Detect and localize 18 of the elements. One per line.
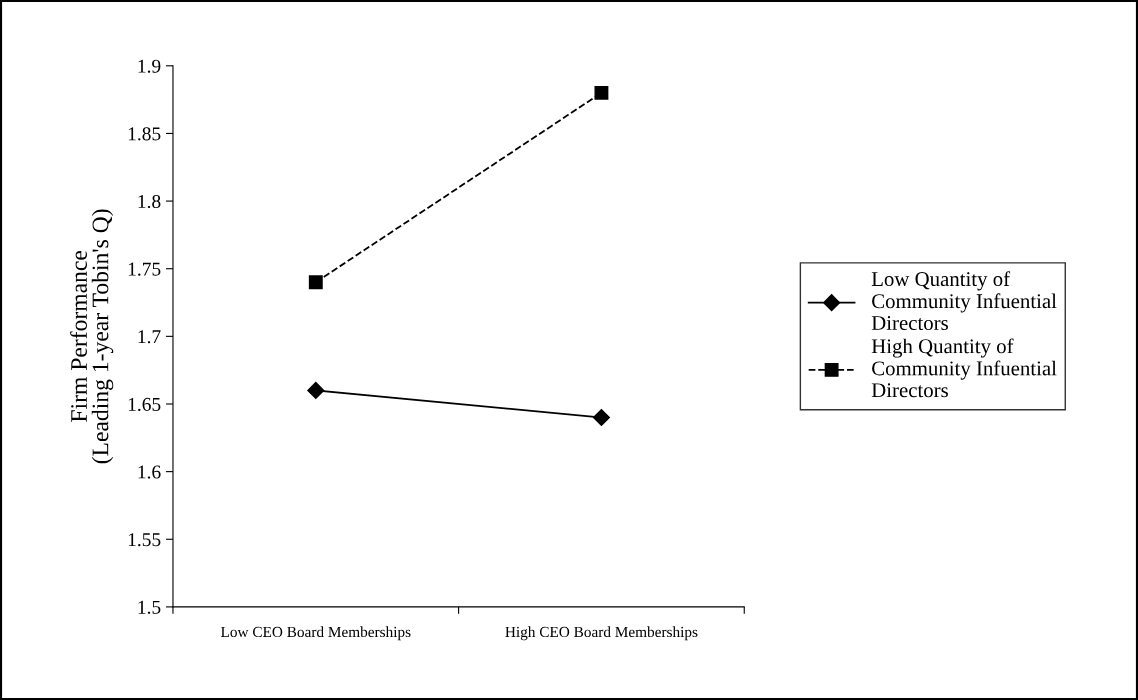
y-tick-label: 1.6 bbox=[138, 465, 161, 479]
point bbox=[592, 408, 610, 427]
y-tick-label: 1.8 bbox=[138, 194, 161, 209]
x-tick-label: Low CEO Board Memberships bbox=[220, 626, 411, 641]
y-tick-label: 1.65 bbox=[128, 397, 161, 412]
point bbox=[308, 275, 323, 290]
point bbox=[307, 381, 325, 400]
y-tick-label: 1.75 bbox=[128, 262, 161, 276]
point bbox=[594, 85, 609, 100]
y-tick-label: 1.7 bbox=[138, 330, 161, 344]
y-tick-label: 1.5 bbox=[138, 600, 161, 614]
y-tick-label: 1.9 bbox=[138, 59, 161, 73]
x-tick-label: High CEO Board Memberships bbox=[505, 626, 698, 641]
y-tick-label: 1.55 bbox=[128, 533, 161, 547]
legend-label: Low Quantity of Community Infuential Directors bbox=[871, 271, 1057, 331]
y-tick-label: 1.85 bbox=[128, 127, 161, 141]
y-axis-title: Firm Performance (Leading 1-year Tobin's Q) bbox=[70, 209, 114, 464]
legend-label: High Quantity of Community Infuential Directors bbox=[871, 338, 1057, 398]
